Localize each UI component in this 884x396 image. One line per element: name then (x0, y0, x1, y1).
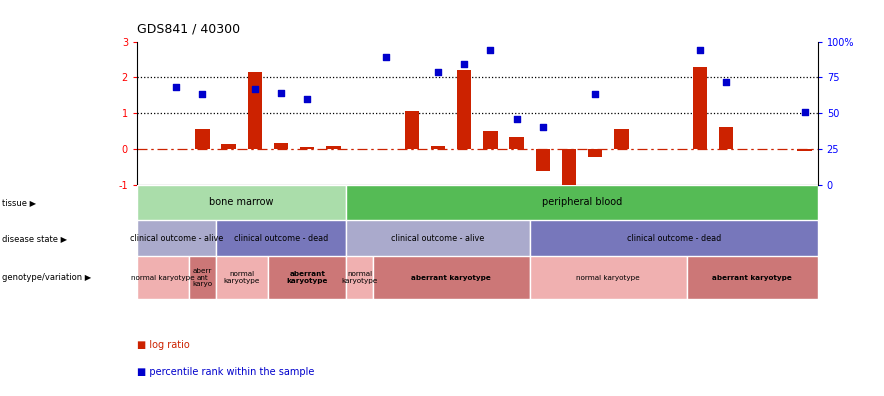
Text: bone marrow: bone marrow (210, 198, 274, 208)
Bar (373, 256, 530, 299)
Bar (268, 256, 347, 299)
Bar (274, 143, 288, 149)
Bar (431, 146, 446, 149)
Bar (614, 129, 629, 149)
Text: tissue ▶: tissue ▶ (2, 198, 36, 207)
Text: genotype/variation ▶: genotype/variation ▶ (2, 273, 91, 282)
Text: peripheral blood: peripheral blood (542, 198, 622, 208)
Text: clinical outcome - alive: clinical outcome - alive (130, 234, 223, 243)
Bar (137, 185, 347, 220)
Text: clinical outcome - alive: clinical outcome - alive (392, 234, 484, 243)
Bar (137, 220, 216, 256)
Point (536, 124, 550, 131)
Bar (457, 70, 471, 149)
Bar (137, 256, 189, 299)
Bar (347, 220, 530, 256)
Text: GDS841 / 40300: GDS841 / 40300 (137, 23, 240, 36)
Point (301, 95, 315, 102)
Bar (405, 111, 419, 149)
Bar (189, 256, 216, 299)
Bar (536, 149, 550, 171)
Text: normal karyotype: normal karyotype (132, 274, 195, 280)
Bar (687, 256, 818, 299)
Point (457, 61, 471, 68)
Text: normal karyotype: normal karyotype (576, 274, 640, 280)
Point (797, 109, 812, 115)
Point (588, 91, 602, 98)
Text: aberrant karyotype: aberrant karyotype (713, 274, 792, 280)
Text: aberrant karyotype: aberrant karyotype (411, 274, 491, 280)
Bar (326, 146, 340, 149)
Bar (719, 127, 733, 149)
Bar (562, 149, 576, 187)
Point (378, 54, 392, 61)
Point (693, 47, 707, 53)
Point (509, 116, 523, 122)
Point (719, 78, 733, 85)
Text: clinical outcome - dead: clinical outcome - dead (627, 234, 720, 243)
Bar (484, 131, 498, 149)
Point (248, 86, 262, 92)
Text: ■ percentile rank within the sample: ■ percentile rank within the sample (137, 367, 315, 377)
Bar (530, 220, 818, 256)
Point (484, 47, 498, 53)
Bar (530, 256, 687, 299)
Bar (248, 72, 262, 149)
Point (169, 84, 183, 91)
Bar (195, 129, 210, 149)
Bar (300, 147, 315, 149)
Bar (347, 185, 818, 220)
Text: aberrant
karyotype: aberrant karyotype (286, 271, 328, 284)
Point (274, 90, 288, 96)
Bar (693, 67, 707, 149)
Bar (222, 144, 236, 149)
Bar (216, 220, 347, 256)
Text: normal
karyotype: normal karyotype (341, 271, 377, 284)
Bar (347, 256, 373, 299)
Bar (588, 149, 602, 157)
Point (431, 69, 446, 75)
Text: normal
karyotype: normal karyotype (224, 271, 260, 284)
Text: clinical outcome - dead: clinical outcome - dead (234, 234, 328, 243)
Bar (216, 256, 268, 299)
Bar (797, 149, 812, 150)
Text: aberr
ant
karyo: aberr ant karyo (193, 268, 212, 287)
Text: disease state ▶: disease state ▶ (2, 234, 67, 243)
Bar (509, 137, 524, 149)
Point (195, 91, 210, 98)
Text: ■ log ratio: ■ log ratio (137, 339, 190, 350)
